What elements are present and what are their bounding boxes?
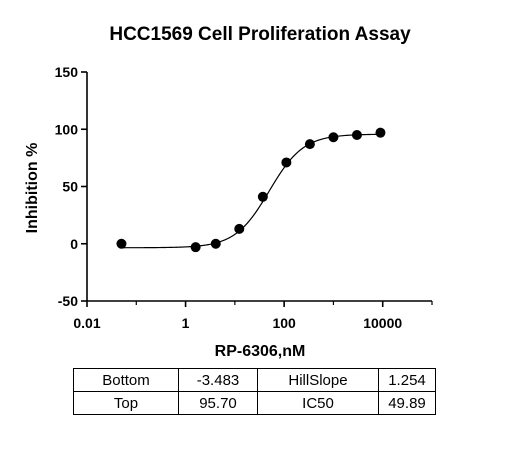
data-point [351, 129, 362, 140]
table-cell: 95.70 [178, 391, 258, 415]
data-point [210, 238, 221, 249]
table-row: Bottom -3.483 HillSlope 1.254 [73, 368, 436, 392]
data-point [304, 139, 315, 150]
y-tick-label: 150 [55, 64, 79, 80]
data-point [328, 132, 339, 143]
fit-curve [121, 133, 381, 249]
axes: -50 0 50 100 150 0.01 1 100 10000 [55, 64, 433, 331]
table-cell: HillSlope [257, 368, 379, 392]
table-cell: 49.89 [378, 391, 436, 415]
x-tick-label: 0.01 [73, 315, 100, 331]
y-tick-label: 50 [62, 179, 78, 195]
x-tick-label: 10000 [363, 315, 402, 331]
table-cell: Bottom [73, 368, 179, 392]
data-point [281, 157, 292, 168]
data-points [116, 127, 386, 253]
data-point [257, 191, 268, 202]
x-axis-label: RP-6306,nM [215, 343, 306, 360]
y-axis-label: Inhibition % [24, 143, 41, 234]
table-cell: Top [73, 391, 179, 415]
data-point [116, 238, 127, 249]
table-cell: -3.483 [178, 368, 258, 392]
data-point [190, 242, 201, 253]
y-tick-label: 0 [70, 236, 78, 252]
table-cell: 1.254 [378, 368, 436, 392]
fit-curve-group [121, 133, 381, 249]
data-point [375, 127, 386, 138]
table-row: Top 95.70 IC50 49.89 [73, 391, 436, 415]
chart-title: HCC1569 Cell Proliferation Assay [109, 24, 411, 45]
y-tick-label: -50 [58, 293, 78, 309]
x-tick-label: 1 [182, 315, 190, 331]
data-point [234, 223, 245, 234]
x-tick-label: 100 [272, 315, 296, 331]
y-tick-label: 100 [55, 121, 79, 137]
fit-parameters-table: Bottom -3.483 HillSlope 1.254 Top 95.70 … [73, 368, 436, 415]
table-cell: IC50 [257, 391, 379, 415]
